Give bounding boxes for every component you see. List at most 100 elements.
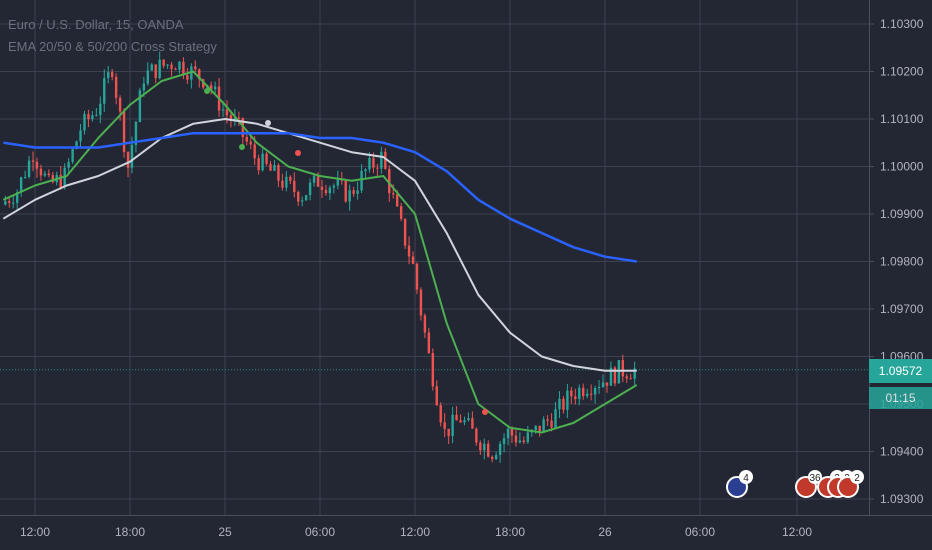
price-axis-panel[interactable] (869, 0, 932, 550)
candle-body (83, 114, 86, 131)
candle-body (518, 440, 522, 443)
time-tick-label: 18:00 (495, 525, 525, 539)
candle-body (455, 414, 458, 421)
candle-body (407, 245, 411, 257)
candle-body (502, 438, 506, 444)
price-tick-label: 1.09700 (880, 302, 924, 316)
bar-countdown: 01:15 (869, 387, 932, 409)
candle-body (146, 70, 150, 84)
time-tick-label: 12:00 (400, 525, 430, 539)
time-tick-label: 06:00 (685, 525, 715, 539)
candle-body (99, 103, 102, 116)
time-tick-label: 25 (218, 525, 232, 539)
chart-legend: Euro / U.S. Dollar, 15, OANDA EMA 20/50 … (8, 14, 217, 58)
candle-body (542, 419, 545, 433)
candle-body (348, 190, 351, 202)
candle-body (166, 64, 169, 66)
candle-body (237, 117, 241, 119)
candle-body (585, 393, 589, 397)
candle-body (578, 387, 581, 400)
price-tick-label: 1.10300 (880, 17, 924, 31)
candle-body (471, 418, 474, 429)
indicator-title[interactable]: EMA 20/50 & 50/200 Cross Strategy (8, 39, 217, 54)
signal-dot (204, 88, 210, 94)
candle-body (308, 182, 312, 196)
candle-body (570, 390, 573, 397)
candle-body (225, 109, 229, 116)
candle-body (534, 425, 537, 430)
candle-body (463, 420, 466, 423)
candle-body (67, 161, 70, 168)
price-tick-label: 1.09800 (880, 255, 924, 269)
candle-body (186, 75, 189, 80)
candle-body (459, 420, 462, 423)
candle-body (110, 72, 114, 77)
event-markers[interactable]: 436222 (726, 470, 864, 498)
candle-body (4, 201, 7, 205)
candle-body (174, 68, 177, 70)
candle-body (312, 175, 316, 183)
candle-body (332, 185, 336, 188)
candle-body (483, 443, 486, 451)
candle-body (562, 398, 565, 410)
candle-body (344, 180, 347, 202)
candle-body (75, 141, 78, 149)
candle-body (79, 130, 82, 142)
us-event-marker[interactable]: 36 (795, 470, 822, 498)
candle-body (609, 367, 613, 386)
price-tick-label: 1.09400 (880, 445, 924, 459)
candle-body (601, 382, 605, 387)
event-count-label: 4 (743, 473, 749, 484)
candle-body (114, 76, 118, 98)
candle-body (514, 435, 518, 443)
candle-body (392, 193, 395, 195)
signal-dot (295, 150, 301, 156)
candle-body (134, 122, 138, 145)
time-tick-label: 18:00 (115, 525, 145, 539)
candle-body (633, 368, 636, 379)
candle-body (605, 382, 609, 386)
candle-body (221, 109, 225, 111)
candle-body (475, 428, 478, 443)
candle-body (122, 111, 126, 153)
signal-dot (482, 409, 488, 415)
symbol-title[interactable]: Euro / U.S. Dollar, 15, OANDA (8, 17, 184, 32)
candle-body (178, 61, 181, 70)
candle-body (403, 218, 407, 246)
candle-body (451, 414, 454, 437)
candle-body (479, 442, 482, 451)
series (0, 51, 869, 463)
candle-body (328, 187, 332, 194)
candle-body (43, 173, 47, 176)
candle-body (384, 151, 387, 169)
us-event-marker[interactable]: 2 (837, 470, 864, 498)
candle-body (613, 367, 617, 384)
last-price-value: 1.09572 (878, 364, 923, 378)
candle-body (273, 164, 276, 171)
candle-body (629, 378, 632, 380)
candle-body (265, 153, 268, 164)
candle-body (71, 148, 74, 162)
candle-body (249, 141, 252, 145)
candle-body (297, 192, 300, 202)
candle-body (316, 175, 320, 187)
candle-body (281, 180, 284, 188)
candle-body (487, 443, 490, 457)
candle-body (621, 360, 625, 377)
candle-body (589, 393, 593, 395)
time-tick-label: 12:00 (20, 525, 50, 539)
candle-body (550, 420, 553, 428)
candle-body (202, 79, 205, 88)
time-tick-label: 06:00 (305, 525, 335, 539)
grid (0, 0, 869, 515)
candle-body (427, 332, 431, 354)
candle-body (213, 86, 217, 90)
eu-event-marker[interactable]: 4 (726, 470, 753, 498)
candle-body (150, 64, 153, 71)
candle-body (522, 440, 526, 443)
ema200-line (3, 131, 637, 263)
candle-body (372, 157, 375, 168)
price-tick-label: 1.10000 (880, 160, 924, 174)
